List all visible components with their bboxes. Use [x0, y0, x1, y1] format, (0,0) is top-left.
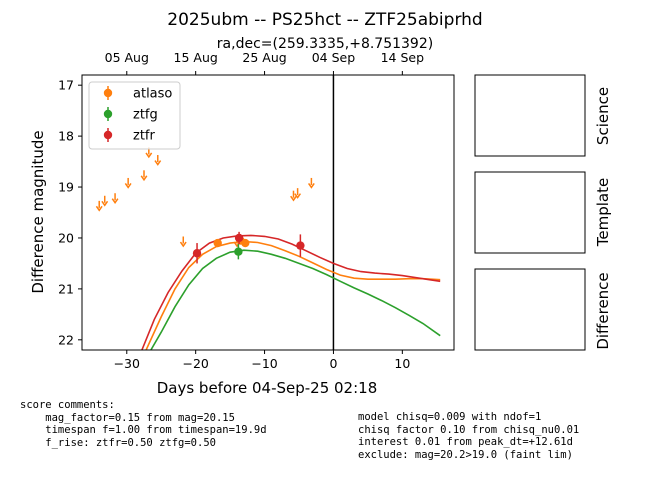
- legend-label-ztfg: ztfg: [133, 108, 158, 123]
- top-date-label: 04 Sep: [312, 50, 356, 65]
- legend-label-ztfr: ztfr: [133, 129, 155, 144]
- detections: [192, 231, 305, 264]
- plot-frame: [81, 74, 455, 351]
- difference-panel-label: Difference: [594, 272, 612, 349]
- score-comments: score comments: mag_factor=0.15 from mag…: [20, 399, 267, 449]
- atlaso-detection: [213, 238, 222, 248]
- upper-limits: [95, 147, 315, 248]
- model-comments: model chisq=0.009 with ndof=1 chisq fact…: [358, 411, 580, 461]
- ztfg-legend-marker: [103, 109, 113, 119]
- atlaso-upper-limit-arrowhead: [111, 198, 119, 205]
- y-tick-label: 21: [58, 281, 74, 296]
- template-panel: [474, 171, 586, 254]
- x-tick-label: −20: [182, 356, 208, 371]
- stamp-panels: Science Template Difference: [474, 74, 612, 351]
- atlaso-upper-limit-arrowhead: [140, 175, 148, 182]
- atlaso-upper-limit-arrowhead: [101, 200, 109, 207]
- top-date-label: 14 Sep: [381, 50, 425, 65]
- ztfr-detection: [234, 233, 244, 243]
- ztfr-detection: [192, 249, 202, 258]
- top-date-label: 15 Aug: [174, 50, 218, 65]
- atlaso-upper-limit-arrowhead: [290, 195, 297, 202]
- model-curves: [141, 75, 441, 350]
- atlaso-legend-marker: [103, 88, 113, 98]
- legend-box: [88, 81, 181, 150]
- y-tick-label: 22: [58, 332, 74, 347]
- atlaso-upper-limit-arrowhead: [95, 205, 103, 212]
- science-panel-label: Science: [594, 87, 612, 145]
- ztfr-detection: [296, 241, 305, 250]
- atlaso-upper-limit-arrowhead: [154, 160, 162, 166]
- atlaso-detection: [241, 238, 250, 248]
- top-date-axis: 05 Aug 15 Aug 25 Aug 04 Sep 14 Sep: [105, 50, 424, 75]
- science-panel: [474, 74, 586, 157]
- atlaso-upper-limit-arrowhead: [307, 183, 315, 189]
- atlaso-upper-limit-arrowhead: [294, 193, 302, 199]
- atlaso-model-curve: [145, 240, 441, 350]
- x-tick-label: 0: [329, 356, 337, 371]
- x-tick-label: −10: [251, 356, 277, 371]
- top-date-label: 05 Aug: [105, 50, 149, 65]
- y-axis: 17 18 19 20 21 22: [58, 78, 82, 347]
- x-tick-label: 10: [394, 356, 410, 371]
- ztfg-model-curve: [150, 249, 441, 350]
- atlaso-upper-limit-arrowhead: [179, 241, 187, 248]
- plot-area: [95, 75, 441, 350]
- legend-label-atlaso: atlaso: [133, 87, 172, 102]
- x-axis: −30 −20 −10 0 10: [114, 350, 410, 371]
- chart-title: 2025ubm -- PS25hct -- ZTF25abiprhd: [167, 10, 482, 30]
- x-tick-label: −30: [114, 356, 140, 371]
- ztfr-model-curve: [141, 234, 441, 350]
- y-tick-label: 20: [58, 230, 74, 245]
- legend: atlaso ztfg ztfr: [88, 81, 181, 150]
- chart-subtitle: ra,dec=(259.3335,+8.751392): [217, 36, 433, 52]
- y-tick-label: 18: [58, 129, 74, 144]
- y-tick-label: 17: [58, 78, 74, 93]
- top-date-label: 25 Aug: [242, 50, 286, 65]
- template-panel-label: Template: [594, 178, 612, 247]
- ztfg-detection: [234, 247, 243, 256]
- x-axis-label: Days before 04-Sep-25 02:18: [157, 379, 378, 397]
- atlaso-upper-limit-arrowhead: [124, 183, 132, 189]
- y-tick-label: 19: [58, 180, 74, 195]
- ztfr-legend-marker: [103, 130, 113, 140]
- atlaso-upper-limit-arrowhead: [145, 152, 153, 159]
- difference-panel: [474, 268, 586, 351]
- y-axis-label: Difference magnitude: [29, 130, 47, 293]
